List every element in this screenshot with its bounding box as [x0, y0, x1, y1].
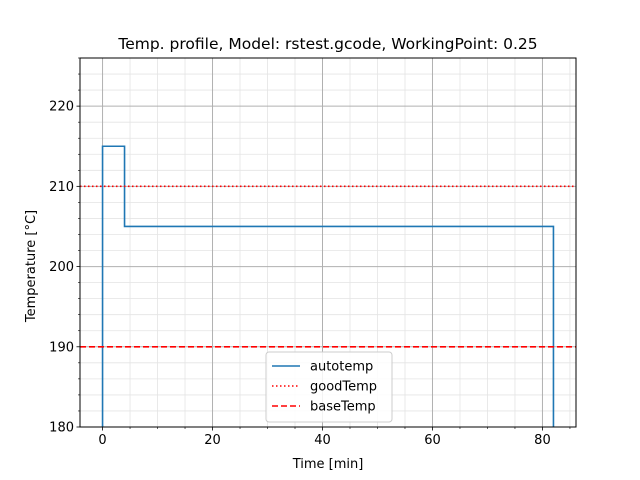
chart-title: Temp. profile, Model: rstest.gcode, Work…: [117, 35, 537, 53]
axis-ticks: [76, 57, 571, 431]
x-tick-label: 0: [98, 433, 106, 448]
series-layer: [80, 145, 576, 427]
y-tick-label: 200: [49, 260, 74, 275]
y-tick-label: 190: [49, 340, 74, 355]
y-axis-label: Temperature [°C]: [24, 210, 39, 323]
y-tick-label: 210: [49, 180, 74, 195]
y-tick-labels: 180 190 200 210 220: [49, 100, 74, 436]
x-tick-label: 40: [314, 433, 331, 448]
x-tick-label: 20: [204, 433, 221, 448]
x-tick-label: 80: [534, 433, 551, 448]
legend-label-autotemp: autotemp: [310, 360, 373, 375]
legend: autotemp goodTemp baseTemp: [265, 351, 393, 423]
legend-box: [265, 351, 393, 423]
legend-label-goodTemp: goodTemp: [310, 380, 377, 395]
legend-label-baseTemp: baseTemp: [310, 400, 376, 415]
x-tick-labels: 0 20 40 60 80: [98, 433, 550, 448]
y-tick-label: 180: [49, 421, 74, 436]
plot-frame: [79, 57, 577, 428]
x-axis-label: Time [min]: [292, 457, 364, 472]
x-tick-label: 60: [424, 433, 441, 448]
y-tick-label: 220: [49, 100, 74, 115]
